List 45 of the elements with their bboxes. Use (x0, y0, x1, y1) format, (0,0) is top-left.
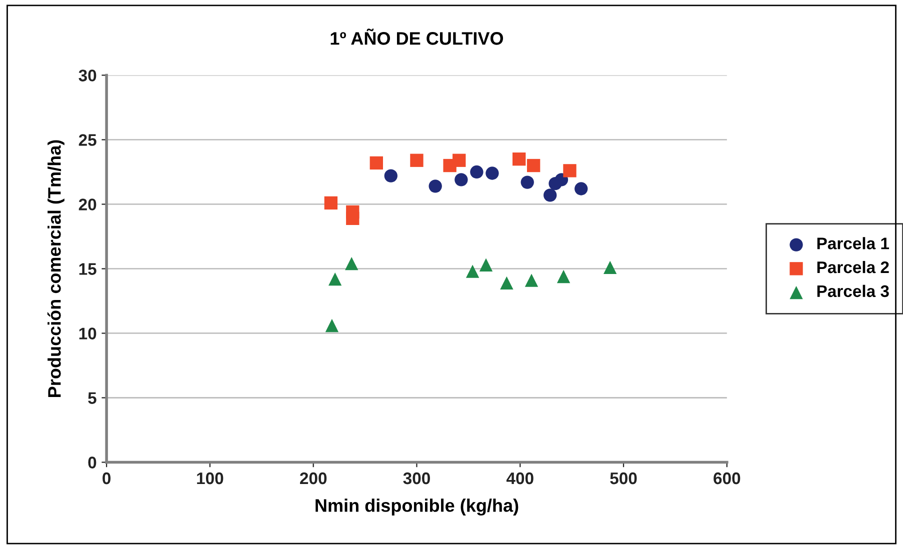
legend-label: Parcela 3 (817, 284, 889, 298)
point (526, 158, 540, 172)
y-tick-label: 15 (79, 263, 96, 275)
point (603, 260, 617, 274)
x-tick-label: 400 (506, 472, 534, 484)
point (520, 176, 534, 189)
point (470, 165, 484, 179)
y-tick-label: 5 (88, 392, 96, 404)
y-axis-title: Producción comercial (Tm/ha) (47, 140, 64, 397)
point (345, 256, 358, 270)
point (410, 154, 424, 167)
point (454, 173, 468, 186)
point (325, 318, 339, 332)
point (479, 258, 493, 272)
x-tick-label: 500 (610, 472, 637, 484)
x-tick-label: 200 (300, 472, 327, 484)
point (563, 164, 576, 178)
y-tick-label: 20 (78, 198, 96, 210)
point (574, 182, 588, 196)
point (466, 264, 480, 278)
x-tick-label: 600 (714, 472, 740, 484)
legend-label: Parcela 1 (817, 237, 890, 250)
point (486, 166, 499, 180)
y-tick-label: 0 (88, 456, 96, 468)
x-tick-label: 300 (403, 472, 430, 484)
point (544, 188, 557, 202)
legend-label: Parcela 2 (817, 260, 889, 274)
point (512, 152, 526, 166)
point (524, 274, 538, 287)
y-tick-label: 25 (78, 134, 96, 146)
x-tick-label: 0 (102, 472, 111, 484)
x-tick-label: 100 (197, 472, 224, 484)
point (370, 156, 383, 170)
y-tick-label: 30 (78, 70, 96, 82)
point (324, 196, 338, 210)
x-axis-title: Nmin disponible (kg/ha) (316, 498, 518, 516)
point (556, 270, 570, 284)
point (500, 276, 514, 290)
chart-title: 1º AÑO DE CULTIVO (330, 28, 504, 45)
point (328, 272, 342, 286)
point (428, 180, 442, 193)
y-tick-label: 10 (79, 328, 96, 340)
point (452, 154, 466, 167)
point (346, 212, 360, 226)
point (384, 169, 398, 182)
